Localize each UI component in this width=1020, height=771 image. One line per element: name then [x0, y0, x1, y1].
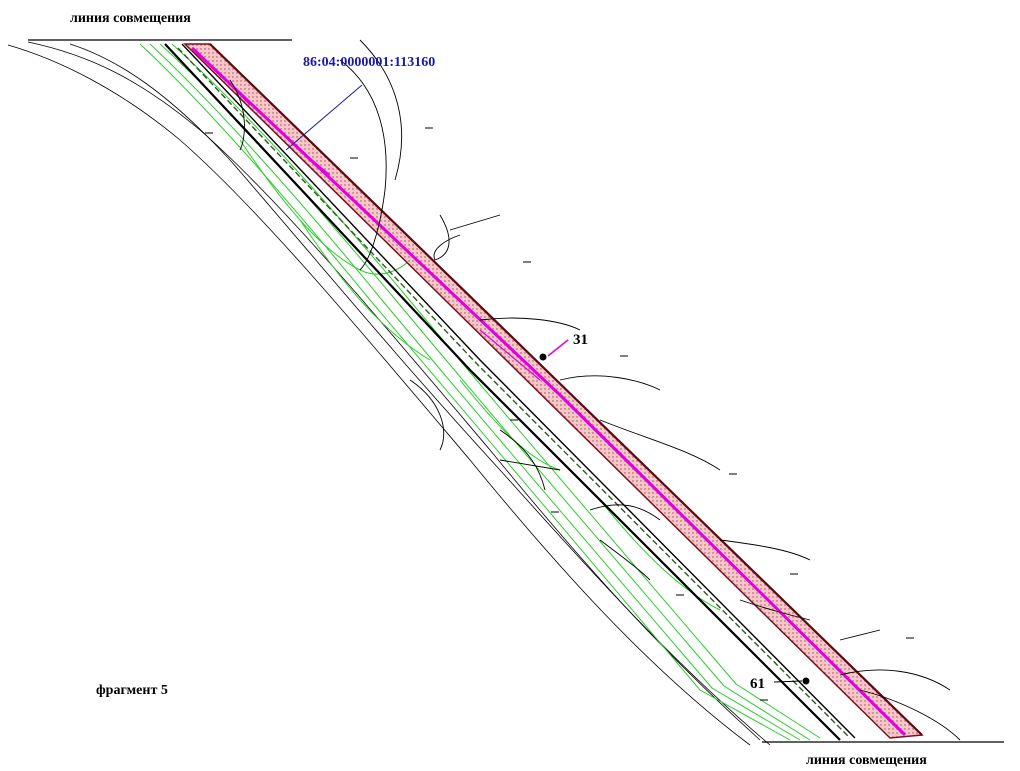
terrain-lines-left [7, 41, 771, 746]
fragment-label: фрагмент 5 [96, 683, 168, 698]
point-31-magenta-tick [547, 339, 569, 357]
alignment-line-top-label: линия совмещения [70, 11, 191, 26]
green-contours [139, 43, 821, 741]
cadastral-leader-line [285, 84, 363, 151]
magenta-thin-line [195, 49, 541, 381]
road-edges [164, 43, 856, 741]
cadastral-number-label: 86:04:0000001:113160 [303, 55, 435, 70]
terrain-curves [229, 39, 961, 741]
point-61-marker [802, 677, 810, 685]
point-61-leader [773, 680, 803, 683]
right-of-way-strip [183, 43, 924, 739]
dark-green-dashed-line [177, 47, 851, 739]
alignment-line-bottom-label: линия совмещения [806, 753, 927, 768]
dash-marks [205, 127, 914, 701]
point-31-label: 31 [573, 332, 588, 348]
strip-outer-border [209, 43, 923, 736]
magenta-centerline [190, 46, 907, 737]
point-61-label: 61 [750, 676, 765, 692]
point-31-marker [539, 353, 547, 361]
